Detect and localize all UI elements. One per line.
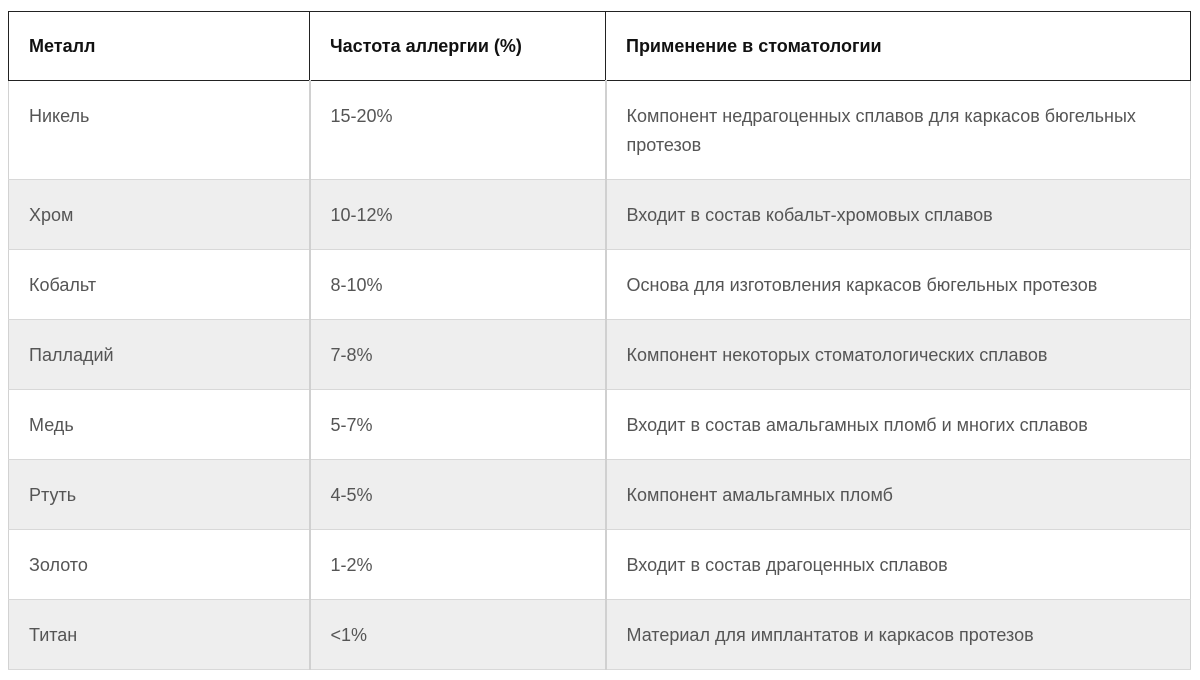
cell-frequency: 1-2% xyxy=(308,529,607,600)
cell-usage: Входит в состав драгоценных сплавов xyxy=(605,529,1191,600)
cell-frequency: 8-10% xyxy=(308,249,607,320)
table-row: Палладий 7-8% Компонент некоторых стомат… xyxy=(8,319,1191,390)
cell-usage: Компонент амальгамных пломб xyxy=(605,459,1191,530)
table-row: Хром 10-12% Входит в состав кобальт-хром… xyxy=(8,179,1191,250)
cell-metal: Хром xyxy=(8,179,310,250)
cell-frequency: <1% xyxy=(308,599,607,670)
header-metal: Металл xyxy=(8,11,310,81)
cell-frequency: 15-20% xyxy=(308,80,607,180)
cell-metal: Никель xyxy=(8,80,310,180)
header-dental-use: Применение в стоматологии xyxy=(605,11,1191,81)
cell-usage: Материал для имплантатов и каркасов прот… xyxy=(605,599,1191,670)
table-row: Золото 1-2% Входит в состав драгоценных … xyxy=(8,529,1191,600)
cell-usage: Компонент некоторых стоматологических сп… xyxy=(605,319,1191,390)
cell-frequency: 4-5% xyxy=(308,459,607,530)
cell-frequency: 5-7% xyxy=(308,389,607,460)
cell-usage: Компонент недрагоценных сплавов для карк… xyxy=(605,80,1191,180)
table-row: Никель 15-20% Компонент недрагоценных сп… xyxy=(8,80,1191,180)
cell-metal: Кобальт xyxy=(8,249,310,320)
cell-usage: Входит в состав кобальт-хромовых сплавов xyxy=(605,179,1191,250)
table-row: Медь 5-7% Входит в состав амальгамных пл… xyxy=(8,389,1191,460)
cell-usage: Основа для изготовления каркасов бюгельн… xyxy=(605,249,1191,320)
table-header-row: Металл Частота аллергии (%) Применение в… xyxy=(8,11,1191,81)
cell-metal: Золото xyxy=(8,529,310,600)
table-row: Кобальт 8-10% Основа для изготовления ка… xyxy=(8,249,1191,320)
cell-metal: Ртуть xyxy=(8,459,310,530)
cell-usage: Входит в состав амальгамных пломб и мног… xyxy=(605,389,1191,460)
table-row: Ртуть 4-5% Компонент амальгамных пломб xyxy=(8,459,1191,530)
metal-allergy-table-container: Металл Частота аллергии (%) Применение в… xyxy=(8,11,1191,670)
cell-frequency: 10-12% xyxy=(308,179,607,250)
cell-frequency: 7-8% xyxy=(308,319,607,390)
table-row: Титан <1% Материал для имплантатов и кар… xyxy=(8,599,1191,670)
header-allergy-frequency: Частота аллергии (%) xyxy=(309,11,606,81)
cell-metal: Палладий xyxy=(8,319,310,390)
cell-metal: Медь xyxy=(8,389,310,460)
metal-allergy-table: Металл Частота аллергии (%) Применение в… xyxy=(8,11,1191,670)
cell-metal: Титан xyxy=(8,599,310,670)
